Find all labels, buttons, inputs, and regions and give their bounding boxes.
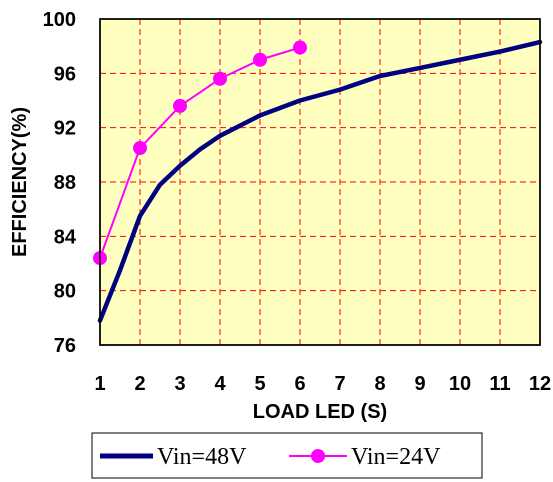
x-tick-label: 6 [294, 373, 305, 395]
y-tick-labels: 76 80 84 88 92 96 100 [43, 9, 77, 357]
series-point-1 [293, 40, 307, 55]
series-line-0 [97, 39, 543, 323]
series-group [93, 39, 543, 323]
series-point-1 [213, 71, 227, 86]
x-tick-label: 10 [449, 373, 471, 395]
x-tick-label: 11 [489, 373, 510, 395]
x-tick-label: 7 [334, 373, 345, 395]
legend: Vin=48V Vin=24V [91, 432, 483, 479]
y-tick-label: 76 [54, 335, 76, 357]
x-tick-label: 3 [174, 373, 185, 395]
y-tick-label: 88 [54, 172, 76, 194]
x-tick-label: 1 [94, 373, 105, 395]
y-tick-label: 92 [54, 118, 76, 140]
y-tick-label: 80 [54, 281, 76, 303]
grid-lines [100, 19, 540, 345]
y-tick-label: 96 [54, 63, 76, 85]
x-axis-title: LOAD LED (S) [253, 401, 387, 423]
legend-marker-vin24 [311, 449, 325, 463]
x-tick-label: 9 [414, 373, 425, 395]
y-tick-label: 84 [54, 226, 77, 248]
legend-label-vin48: Vin=48V [157, 444, 247, 470]
x-tick-label: 12 [529, 373, 551, 395]
legend-label-vin24: Vin=24V [351, 444, 441, 470]
series-point-1 [173, 98, 187, 113]
x-tick-labels: 1 2 3 4 5 6 7 8 9 10 11 12 [94, 373, 551, 395]
x-tick-label: 8 [374, 373, 385, 395]
series-point-1 [253, 52, 267, 67]
x-tick-label: 2 [134, 373, 145, 395]
x-tick-label: 5 [254, 373, 265, 395]
plot-border [99, 18, 541, 346]
series-point-1 [133, 141, 147, 156]
y-axis-title: EFFICIENCY(%) [9, 107, 31, 257]
y-tick-label: 100 [43, 9, 76, 31]
x-tick-label: 4 [214, 373, 226, 395]
legend-box [91, 432, 483, 479]
